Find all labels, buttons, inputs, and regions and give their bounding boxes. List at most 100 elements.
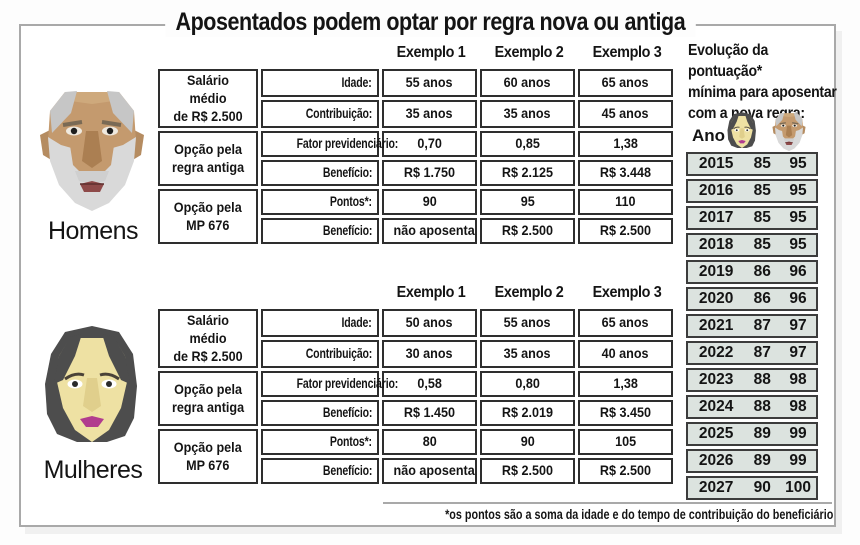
value: 35 anos	[504, 105, 551, 122]
men-table: Salário médio de R$ 2.500 Idade: 55 anos 60…	[155, 66, 676, 247]
evolution-row: 2024 88 98	[686, 395, 818, 419]
evolution-row: 2020 86 96	[686, 287, 818, 311]
value-cell: 50 anos	[382, 309, 477, 338]
value: R$ 2.019	[501, 404, 554, 421]
year-cell: 2017	[698, 209, 734, 226]
year-cell: 2016	[698, 182, 734, 199]
old-rule-cell-label: Opção pela regra antiga	[171, 381, 245, 416]
evolution-row: 2019 86 96	[686, 260, 818, 284]
value: 0,80	[515, 375, 540, 392]
row-label-cell: Benefício:	[261, 160, 379, 187]
value-cell: 60 anos	[480, 69, 575, 98]
value-cell: 0,70	[382, 131, 477, 158]
men-points-cell: 98	[789, 398, 807, 415]
row-label-cell: Pontos*:	[261, 429, 379, 456]
row-label: Idade:	[341, 315, 372, 331]
value-cell: 65 anos	[578, 69, 673, 98]
table-row: Contribuição: 35 anos 35 anos 45 anos	[158, 100, 673, 129]
women-points-cell: 85	[753, 155, 771, 172]
footnote-divider	[383, 502, 832, 504]
men-points-cell: 99	[789, 425, 807, 442]
woman-face-icon	[725, 111, 759, 153]
evolution-row: 2023 88 98	[686, 368, 818, 392]
table-row: Opção pela MP 676 Pontos*: 80 90 105	[158, 429, 673, 485]
man-face-icon	[771, 111, 807, 153]
row-label: Benefício:	[322, 405, 373, 421]
examples-header-row: Exemplo 1 Exemplo 2 Exemplo 3	[382, 284, 676, 305]
year-cell: 2025	[698, 425, 734, 442]
women-points-cell: 87	[753, 317, 771, 334]
women-points-cell: 86	[753, 290, 771, 307]
example-3-header: Exemplo 3	[592, 44, 662, 61]
value: 35 anos	[504, 345, 551, 362]
value: 90	[520, 433, 535, 450]
evolution-row: 2021 87 97	[686, 314, 818, 338]
evolution-table: 2015 85 95 2016 85 95 2017 85 95 2018 85 95 2019 86 96…	[686, 152, 818, 503]
example-1-header: Exemplo 1	[396, 284, 466, 301]
row-label: Pontos*:	[329, 434, 372, 450]
value-cell: 45 anos	[578, 100, 673, 129]
row-label-cell: Benefício:	[261, 400, 379, 427]
value: 90	[422, 193, 437, 210]
value-cell: R$ 3.450	[578, 400, 673, 427]
example-2-header: Exemplo 2	[494, 44, 564, 61]
women-points-cell: 85	[753, 182, 771, 199]
value: 45 anos	[602, 105, 649, 122]
evolution-heading: Evolução da pontuação* mínima para apose…	[688, 42, 837, 122]
year-cell: 2027	[698, 479, 734, 496]
value: 1,38	[613, 375, 638, 392]
value-cell: não aposenta	[382, 458, 477, 485]
men-points-cell: 98	[789, 371, 807, 388]
year-cell: 2022	[698, 344, 734, 361]
value-cell: 0,85	[480, 131, 575, 158]
men-section-label: Homens	[47, 217, 139, 245]
value-cell: 95	[480, 189, 575, 216]
evolution-row: 2015 85 95	[686, 152, 818, 176]
value: 50 anos	[406, 314, 453, 331]
value-cell: 0,80	[480, 371, 575, 398]
value-cell: R$ 1.450	[382, 400, 477, 427]
table-row: Contribuição: 30 anos 35 anos 40 anos	[158, 340, 673, 369]
row-label-cell: Fator previdenciário:	[261, 371, 398, 398]
table-row: Benefício: não aposenta R$ 2.500 R$ 2.500	[158, 458, 673, 485]
value-cell: 55 anos	[480, 309, 575, 338]
women-table-block: Exemplo 1 Exemplo 2 Exemplo 3 Salário mé…	[155, 284, 676, 487]
men-points-cell: 97	[789, 317, 807, 334]
salary-cell: Salário médio de R$ 2.500	[158, 69, 258, 129]
women-points-cell: 89	[753, 452, 771, 469]
women-points-cell: 89	[753, 425, 771, 442]
table-row: Opção pela regra antiga Fator previdenciá…	[158, 131, 673, 187]
women-points-cell: 90	[753, 479, 771, 496]
value: R$ 1.450	[403, 404, 456, 421]
value: R$ 2.125	[501, 164, 554, 181]
old-rule-cell: Opção pela regra antiga	[158, 371, 258, 427]
value-cell: R$ 2.500	[480, 218, 575, 245]
table-row: Benefício: R$ 1.750 R$ 2.125 R$ 3.448	[158, 160, 673, 187]
value: 105	[614, 433, 637, 450]
row-label: Idade:	[341, 75, 372, 91]
value-cell: R$ 1.750	[382, 160, 477, 187]
table-row: Salário médio de R$ 2.500 Idade: 55 anos 60…	[158, 69, 673, 129]
value-cell: 90	[480, 429, 575, 456]
women-points-cell: 85	[753, 209, 771, 226]
row-label-cell: Benefício:	[261, 218, 379, 245]
value: R$ 2.500	[501, 222, 554, 239]
row-label-cell: Contribuição:	[261, 340, 379, 369]
women-points-cell: 88	[753, 371, 771, 388]
year-cell: 2021	[698, 317, 734, 334]
value-cell: não aposenta	[382, 218, 477, 245]
value-cell: 90	[382, 189, 477, 216]
value: 110	[615, 193, 636, 210]
row-label-cell: Idade:	[261, 69, 379, 98]
examples-header-row: Exemplo 1 Exemplo 2 Exemplo 3	[382, 44, 676, 65]
value: não aposenta	[393, 462, 475, 479]
table-row: Benefício: não aposenta R$ 2.500 R$ 2.500	[158, 218, 673, 245]
row-label-cell: Pontos*:	[261, 189, 379, 216]
value: 0,85	[515, 135, 540, 152]
value: 0,58	[417, 375, 442, 392]
value: 0,70	[417, 135, 442, 152]
men-points-cell: 95	[789, 236, 807, 253]
year-cell: 2024	[698, 398, 734, 415]
value: R$ 2.500	[599, 462, 652, 479]
value-cell: 1,38	[578, 131, 673, 158]
